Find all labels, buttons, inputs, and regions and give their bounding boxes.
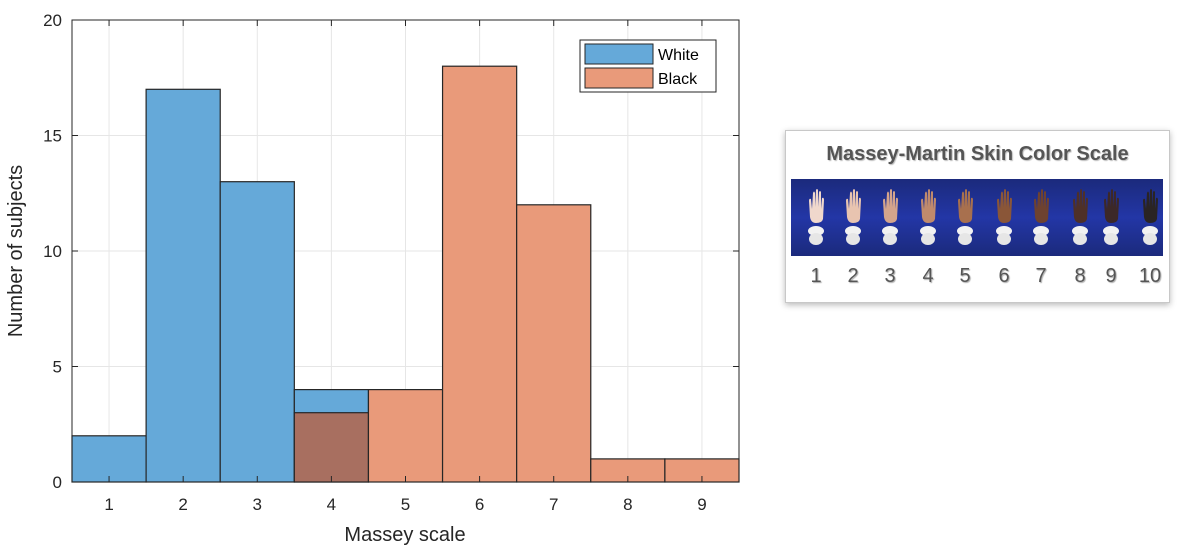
hand-swatch-6 — [994, 187, 1014, 247]
x-tick-label: 9 — [697, 495, 706, 514]
scale-number: 2 — [847, 265, 859, 287]
hand-swatch-10 — [1140, 187, 1160, 247]
x-tick-label: 7 — [549, 495, 558, 514]
y-tick-label: 0 — [53, 473, 62, 492]
legend-swatch-white — [584, 43, 654, 65]
y-tick-label: 15 — [43, 127, 62, 146]
x-tick-label: 1 — [104, 495, 113, 514]
scale-number: 4 — [922, 265, 934, 287]
x-tick-label: 5 — [401, 495, 410, 514]
scale-number: 10 — [1138, 265, 1162, 287]
bar-white-3 — [219, 181, 295, 483]
scale-title: Massey-Martin Skin Color Scale — [826, 143, 1129, 165]
hand-swatch-4 — [918, 187, 938, 247]
scale-number: 5 — [959, 265, 971, 287]
scale-number: 1 — [810, 265, 822, 287]
hand-swatch-5 — [955, 187, 975, 247]
bar-black-6 — [441, 65, 518, 483]
scale-number: 3 — [884, 265, 896, 287]
legend-label-white: White — [658, 47, 699, 64]
histogram-chart: 1 2 3 4 5 6 7 8 9 0 5 10 15 20 Massey scale Number o… — [5, 11, 740, 546]
scale-number: 7 — [1035, 265, 1047, 287]
x-tick-label: 3 — [253, 495, 262, 514]
hand-swatch-9 — [1101, 187, 1121, 247]
hand-swatch-3 — [880, 187, 900, 247]
bars — [71, 65, 740, 483]
x-tick-label: 2 — [178, 495, 187, 514]
y-tick-label: 20 — [43, 11, 62, 30]
hand-swatch-2 — [843, 187, 863, 247]
scale-number: 9 — [1105, 265, 1117, 287]
bar-black-7 — [516, 204, 592, 483]
bar-white-1 — [71, 435, 147, 483]
y-tick-label: 5 — [53, 358, 62, 377]
x-ticks: 1 2 3 4 5 6 7 8 9 — [104, 20, 707, 514]
scale-number: 8 — [1074, 265, 1086, 287]
bar-white-2 — [145, 88, 221, 483]
hand-swatch-1 — [806, 187, 826, 247]
y-tick-label: 10 — [43, 242, 62, 261]
y-axis-label: Number of subjects — [5, 165, 27, 337]
hand-swatch-8 — [1070, 187, 1090, 247]
hand-swatch-7 — [1031, 187, 1051, 247]
hand-swatch-strip — [791, 179, 1163, 256]
legend-swatch-black — [584, 67, 654, 89]
legend: White Black — [579, 39, 717, 93]
x-tick-label: 8 — [623, 495, 632, 514]
bar-black-4 — [293, 412, 370, 483]
bar-black-5 — [367, 389, 444, 483]
legend-label-black: Black — [658, 71, 698, 88]
x-tick-label: 6 — [475, 495, 484, 514]
y-ticks: 0 5 10 15 20 — [43, 11, 739, 492]
x-axis-label: Massey scale — [344, 524, 465, 546]
scale-number: 6 — [998, 265, 1010, 287]
x-tick-label: 4 — [327, 495, 336, 514]
